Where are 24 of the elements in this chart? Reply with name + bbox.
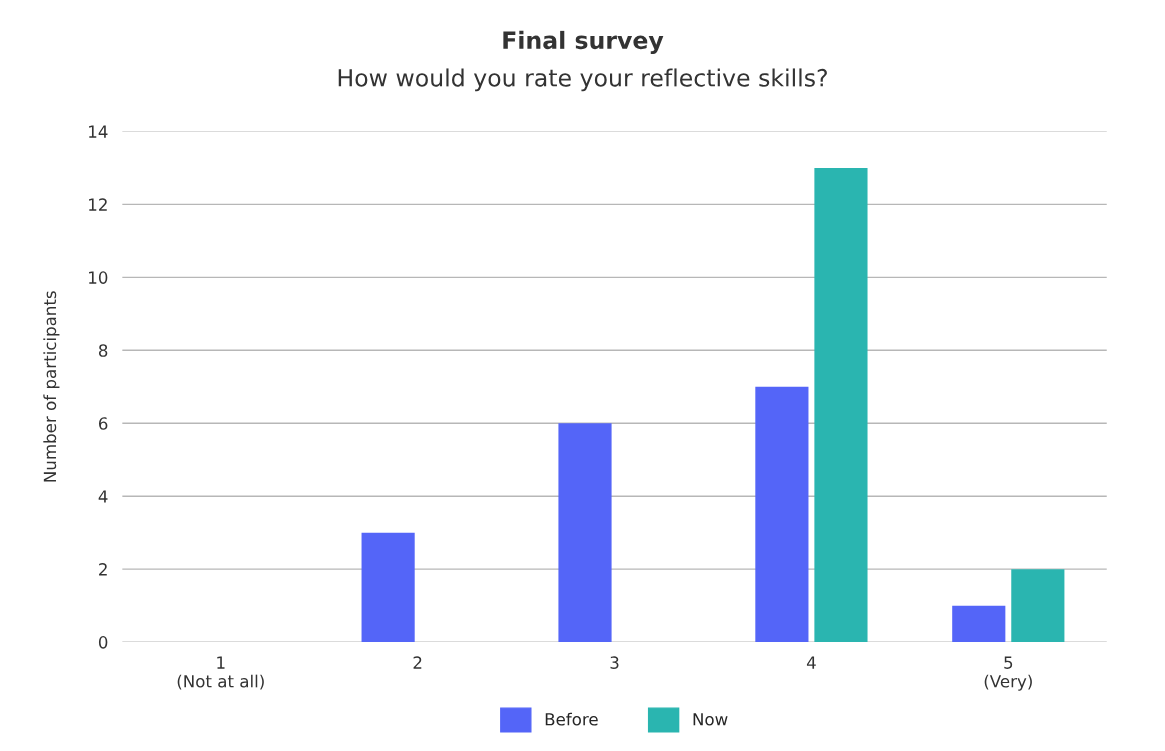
legend-label: Now [693, 713, 728, 726]
x-tick-label: 5 (Very) [984, 656, 1032, 691]
bar [1011, 569, 1065, 643]
chart-subtitle: How would you rate your reflective skills? [338, 68, 827, 92]
y-tick-label: 10 [89, 271, 108, 284]
y-axis-title: Number of participants [43, 291, 60, 482]
y-tick-label: 0 [98, 636, 108, 649]
bar [558, 423, 612, 643]
x-tick-label: 3 [610, 656, 619, 669]
y-tick-label: 6 [99, 417, 108, 430]
chart-title: Final survey [503, 30, 664, 54]
y-tick-label: 8 [98, 344, 108, 357]
y-tick-label: 12 [89, 198, 107, 211]
x-tick-label: 4 [806, 656, 816, 669]
legend-label: Before [545, 712, 598, 726]
bar [952, 605, 1006, 643]
y-tick-label: 2 [99, 563, 107, 576]
x-tick-label: 1 (Not at all) [177, 656, 264, 690]
x-tick-label: 2 [413, 656, 422, 669]
bar [755, 386, 809, 643]
y-tick-label: 14 [89, 125, 108, 138]
y-tick-label: 4 [98, 490, 108, 503]
bar [361, 532, 415, 643]
bar [814, 167, 868, 643]
